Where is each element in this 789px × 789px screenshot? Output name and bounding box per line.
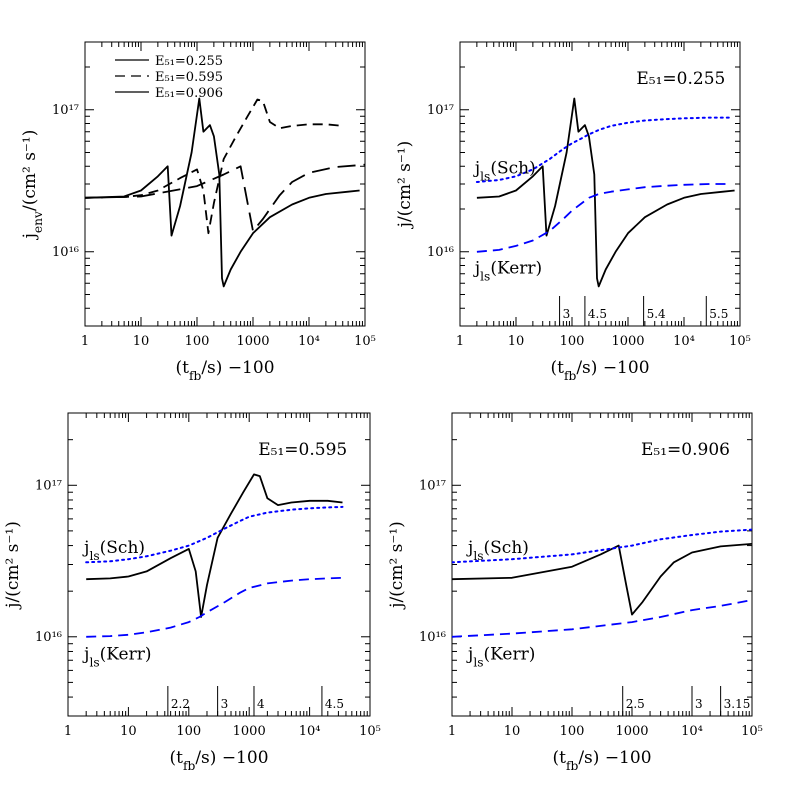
series-line-j-ls-sch	[85, 505, 344, 564]
x-tick-label: 1000	[233, 724, 266, 739]
x-tick-label: 1000	[611, 334, 644, 349]
x-tick-label: 10	[133, 334, 150, 349]
y-axis-label: j/(cm² s⁻¹)	[3, 521, 23, 610]
y-tick-label: 10¹⁶	[35, 630, 62, 645]
curve-label: jls(Kerr)	[82, 645, 151, 670]
marker-label: 3	[695, 697, 703, 711]
series-line-e-0-255	[85, 97, 360, 288]
marker-label: 2.5	[626, 697, 645, 711]
y-axis-label: j/(cm² s⁻¹)	[395, 141, 415, 230]
legend-label: E₅₁=0.906	[155, 86, 223, 101]
marker-label: 4.5	[588, 307, 607, 321]
marker-label: 3	[221, 697, 229, 711]
marker-label: 5.4	[647, 307, 666, 321]
marker-label: 3.15	[724, 697, 751, 711]
marker-label: 5.5	[709, 307, 728, 321]
marker-label: 4.5	[325, 697, 344, 711]
x-tick-label: 10	[504, 724, 521, 739]
x-axis-label: (tfb/s) −100	[552, 748, 651, 773]
x-tick-label: 10⁴	[299, 724, 321, 739]
panel-top-left: 1 10 100 1000 10⁴ 10⁵ 10¹⁶ 10¹⁷ (tfb/s) −100 jenv…	[20, 41, 376, 383]
x-tick-label: 1000	[615, 724, 648, 739]
energy-annotation: E₅₁=0.255	[636, 69, 725, 89]
panel-bottom-right: 1 10 100 1000 10⁴ 10⁵ 10¹⁶ 10¹⁷ (tfb/s) −100 j/(c…	[387, 412, 763, 773]
y-axis-label: j/(cm² s⁻¹)	[387, 521, 407, 610]
y-tick-label: 10¹⁷	[35, 478, 62, 493]
x-tick-label: 100	[176, 724, 201, 739]
x-tick-label: 1000	[236, 334, 269, 349]
x-tick-label: 1	[456, 334, 464, 349]
x-tick-label: 10⁴	[298, 334, 320, 349]
y-axis-label: jenv/(cm² s⁻¹)	[20, 130, 45, 241]
curve-label: jls(Sch)	[466, 538, 529, 563]
x-tick-label: 100	[185, 334, 210, 349]
legend-label: E₅₁=0.255	[155, 54, 223, 69]
panel-bottom-left: 1 10 100 1000 10⁴ 10⁵ 10¹⁶ 10¹⁷ (tfb/s) −100 j/(c…	[3, 412, 381, 773]
series-line-j-ls-kerr	[476, 183, 732, 253]
curve-label: jls(Kerr)	[473, 258, 542, 283]
series-line-j-ls-kerr	[452, 599, 752, 638]
x-tick-label: 10	[508, 334, 525, 349]
series-line-j-ls-sch	[452, 528, 752, 564]
x-axis-label: (tfb/s) −100	[175, 358, 274, 383]
legend-label: E₅₁=0.595	[155, 70, 223, 85]
series-line-j-env	[86, 473, 343, 618]
curve-label: jls(Sch)	[473, 158, 536, 183]
x-tick-label: 1	[81, 334, 89, 349]
series-line-e-0-595	[85, 98, 343, 235]
energy-annotation: E₅₁=0.906	[641, 440, 730, 460]
x-tick-label: 10⁵	[741, 724, 763, 739]
x-tick-label: 1	[64, 724, 72, 739]
series-line-j-ls-kerr	[86, 576, 343, 638]
x-tick-label: 10⁴	[681, 724, 703, 739]
x-tick-label: 100	[560, 334, 585, 349]
x-axis-label: (tfb/s) −100	[550, 358, 649, 383]
series-line-j-ls-sch	[475, 116, 733, 183]
x-tick-label: 1	[448, 724, 456, 739]
y-tick-label: 10¹⁷	[427, 103, 454, 118]
series-line-e-0-906	[85, 163, 365, 232]
series-line-j-env	[476, 97, 735, 288]
marker-label: 4	[257, 697, 265, 711]
y-tick-label: 10¹⁶	[427, 245, 454, 260]
x-tick-label: 10⁵	[359, 724, 381, 739]
panel-top-right: 1 10 100 1000 10⁴ 10⁵ 10¹⁶ 10¹⁷ (tfb/s) −100 j/(c…	[395, 41, 751, 383]
energy-annotation: E₅₁=0.595	[258, 440, 347, 460]
x-tick-label: 100	[560, 724, 585, 739]
y-tick-label: 10¹⁷	[52, 103, 79, 118]
x-tick-label: 10⁴	[673, 334, 695, 349]
curve-label: jls(Sch)	[82, 538, 145, 563]
x-tick-label: 10⁵	[354, 334, 376, 349]
x-tick-label: 10	[120, 724, 137, 739]
x-axis-label: (tfb/s) −100	[169, 748, 268, 773]
x-tick-label: 10⁵	[729, 334, 751, 349]
marker-label: 3	[563, 307, 571, 321]
marker-label: 2.2	[171, 697, 190, 711]
curve-label: jls(Kerr)	[466, 645, 535, 670]
y-tick-label: 10¹⁶	[419, 630, 446, 645]
series-line-j-env	[452, 543, 752, 616]
y-tick-label: 10¹⁷	[419, 478, 446, 493]
y-tick-label: 10¹⁶	[52, 245, 79, 260]
